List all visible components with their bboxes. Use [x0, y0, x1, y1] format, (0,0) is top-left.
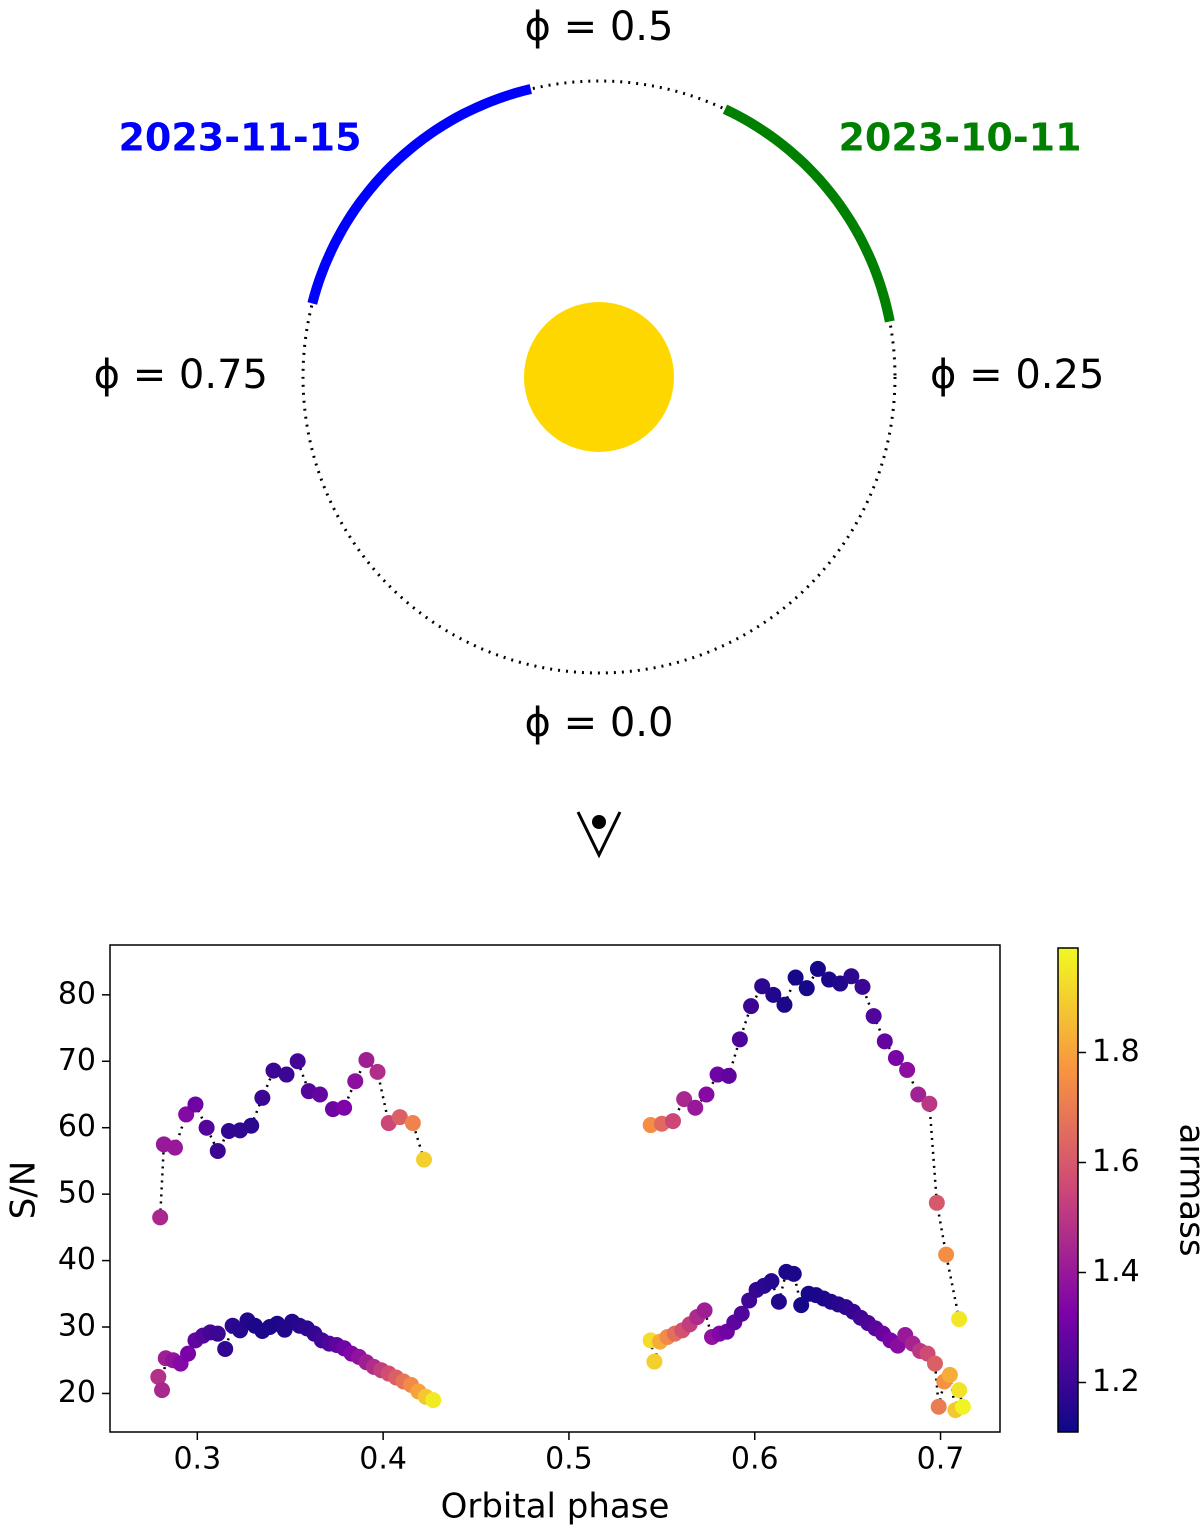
data-point — [646, 1353, 663, 1370]
data-point — [243, 1117, 260, 1134]
x-tick-label: 0.6 — [731, 1442, 779, 1477]
colorbar — [1057, 947, 1079, 1433]
colorbar-tick-label: 1.8 — [1092, 1034, 1140, 1069]
data-point — [687, 1099, 704, 1116]
data-point — [265, 1062, 282, 1079]
data-point — [926, 1355, 943, 1372]
data-point — [763, 1273, 780, 1290]
orbit — [301, 79, 897, 675]
data-point — [798, 980, 815, 997]
data-point — [254, 1089, 271, 1106]
phase-label: ϕ = 0.0 — [525, 700, 674, 746]
x-tick-label: 0.7 — [917, 1442, 965, 1477]
data-point — [743, 998, 760, 1015]
data-point — [209, 1325, 226, 1342]
data-point — [921, 1095, 938, 1112]
y-tick-label: 80 — [58, 976, 96, 1011]
data-point — [311, 1086, 328, 1103]
data-point — [391, 1109, 408, 1126]
y-tick-label: 40 — [58, 1242, 96, 1277]
x-tick-label: 0.3 — [173, 1442, 221, 1477]
data-point — [336, 1099, 353, 1116]
y-tick-label: 70 — [58, 1043, 96, 1078]
eye-outline — [576, 811, 622, 859]
y-tick-label: 60 — [58, 1109, 96, 1144]
observer-eye — [576, 811, 622, 859]
data-point — [198, 1119, 215, 1136]
data-point — [720, 1067, 737, 1084]
data-point — [754, 978, 771, 995]
data-point — [928, 1194, 945, 1211]
data-point — [951, 1382, 968, 1399]
x-tick-label: 0.4 — [359, 1442, 407, 1477]
data-point — [899, 1061, 916, 1078]
phase-label: ϕ = 0.75 — [94, 352, 268, 398]
data-point — [154, 1382, 171, 1399]
y-axis-label: S/N — [4, 1161, 44, 1219]
data-point — [167, 1139, 184, 1156]
data-point — [938, 1246, 955, 1263]
phase-label: ϕ = 0.25 — [930, 352, 1104, 398]
data-point — [698, 1086, 715, 1103]
data-point — [785, 1265, 802, 1282]
data-point — [347, 1073, 364, 1090]
data-point — [404, 1115, 421, 1132]
data-point — [358, 1051, 375, 1068]
observation-arc — [722, 104, 895, 323]
observation-arc — [307, 84, 532, 305]
data-point — [278, 1066, 295, 1083]
data-point — [765, 986, 782, 1003]
y-tick-label: 50 — [58, 1176, 96, 1211]
colorbar-label: airmass — [1172, 1123, 1200, 1256]
data-point — [910, 1086, 927, 1103]
date-label: 2023-10-11 — [838, 116, 1081, 160]
data-point — [930, 1398, 947, 1415]
data-point — [150, 1368, 167, 1385]
colorbar-tick-label: 1.6 — [1092, 1144, 1140, 1179]
data-point — [954, 1398, 971, 1415]
data-point — [887, 1049, 904, 1066]
data-point — [951, 1311, 968, 1328]
series-line — [158, 1057, 426, 1218]
colorbar-tick-label: 1.4 — [1092, 1254, 1140, 1289]
data-point — [733, 1305, 750, 1322]
data-point — [865, 1008, 882, 1025]
data-point — [843, 968, 860, 985]
data-point — [217, 1340, 234, 1357]
data-point — [180, 1345, 197, 1362]
data-point — [152, 1209, 169, 1226]
y-tick-label: 30 — [58, 1309, 96, 1344]
data-point — [369, 1063, 386, 1080]
data-point — [731, 1031, 748, 1048]
data-point — [289, 1053, 306, 1070]
eye-pupil — [592, 815, 606, 829]
series-line — [650, 966, 961, 1320]
data-point — [187, 1096, 204, 1113]
data-point — [209, 1142, 226, 1159]
y-tick-label: 20 — [58, 1375, 96, 1410]
data-point — [876, 1033, 893, 1050]
data-point — [854, 978, 871, 995]
star — [524, 302, 674, 452]
data-point — [787, 969, 804, 986]
data-point — [416, 1151, 433, 1168]
data-point — [425, 1392, 442, 1409]
date-label: 2023-11-15 — [118, 116, 361, 160]
colorbar-tick-label: 1.2 — [1092, 1364, 1140, 1399]
x-axis-label: Orbital phase — [441, 1487, 670, 1527]
x-tick-label: 0.5 — [545, 1442, 593, 1477]
data-point — [676, 1091, 693, 1108]
data-point — [809, 960, 826, 977]
data-point — [776, 996, 793, 1013]
data-point — [664, 1113, 681, 1130]
phase-label: ϕ = 0.5 — [525, 4, 674, 50]
data-point — [770, 1293, 787, 1310]
data-point — [793, 1297, 810, 1314]
plot-frame — [109, 944, 1001, 1433]
data-point — [696, 1302, 713, 1319]
data-point — [941, 1366, 958, 1383]
